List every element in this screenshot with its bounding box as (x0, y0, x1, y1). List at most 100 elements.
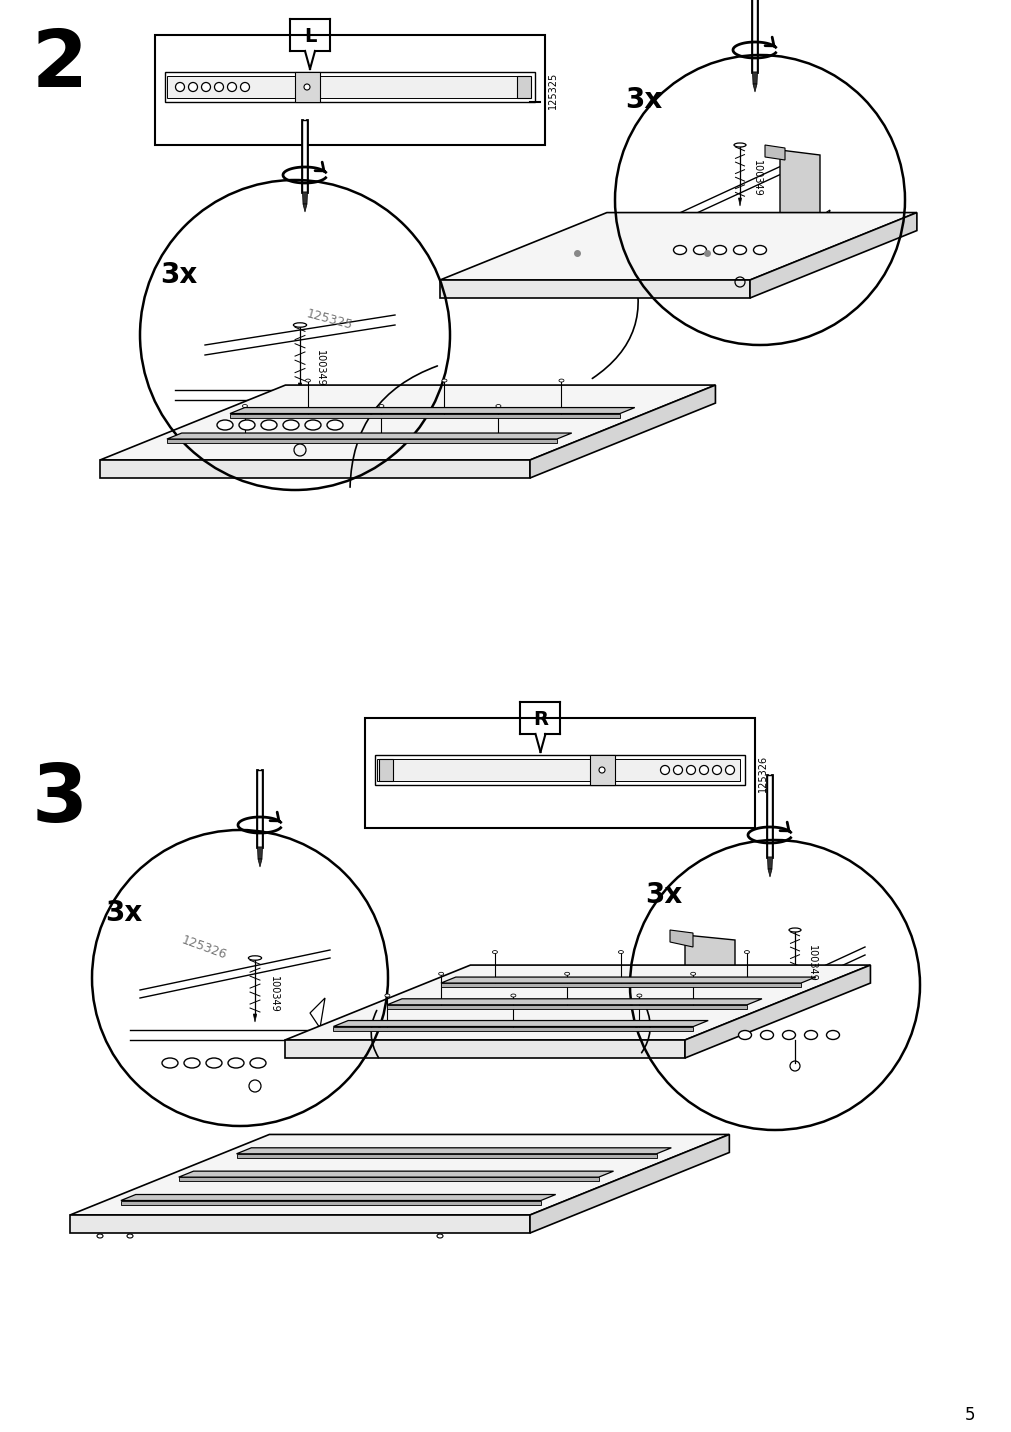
Polygon shape (253, 1014, 257, 1022)
Ellipse shape (248, 955, 261, 961)
Polygon shape (285, 1040, 684, 1058)
Polygon shape (237, 1148, 670, 1154)
Ellipse shape (713, 245, 726, 255)
Ellipse shape (305, 379, 310, 382)
Polygon shape (767, 869, 771, 876)
Polygon shape (179, 1177, 599, 1181)
Ellipse shape (303, 84, 309, 90)
Polygon shape (333, 1027, 693, 1031)
Ellipse shape (759, 1031, 772, 1040)
Polygon shape (298, 382, 301, 391)
Text: 125326: 125326 (180, 934, 228, 962)
Ellipse shape (378, 404, 383, 408)
Text: 3x: 3x (625, 86, 661, 115)
Polygon shape (589, 755, 615, 785)
Ellipse shape (283, 420, 298, 430)
Polygon shape (179, 1171, 613, 1177)
Polygon shape (779, 150, 819, 221)
Polygon shape (684, 935, 734, 1005)
Polygon shape (377, 759, 739, 780)
Ellipse shape (438, 972, 443, 975)
Ellipse shape (693, 245, 706, 255)
Ellipse shape (738, 1031, 751, 1040)
Ellipse shape (241, 83, 250, 92)
Text: 125326: 125326 (757, 755, 767, 792)
Text: R: R (533, 709, 548, 729)
Polygon shape (70, 1134, 729, 1214)
Ellipse shape (437, 1234, 443, 1239)
Text: 100349: 100349 (314, 349, 325, 387)
Polygon shape (766, 856, 771, 869)
Polygon shape (257, 770, 262, 846)
Polygon shape (379, 759, 392, 780)
Polygon shape (257, 846, 262, 859)
Ellipse shape (558, 379, 563, 382)
Ellipse shape (243, 404, 247, 408)
Ellipse shape (564, 972, 569, 975)
Ellipse shape (293, 322, 306, 326)
Ellipse shape (327, 420, 343, 430)
Polygon shape (229, 408, 634, 414)
Polygon shape (684, 965, 869, 1058)
Ellipse shape (97, 1234, 103, 1239)
Text: 3x: 3x (160, 261, 197, 289)
Ellipse shape (804, 1031, 817, 1040)
Polygon shape (814, 211, 829, 235)
Ellipse shape (826, 1031, 839, 1040)
Polygon shape (517, 76, 531, 97)
Polygon shape (752, 0, 757, 72)
Polygon shape (333, 1021, 708, 1027)
Polygon shape (440, 281, 749, 298)
Polygon shape (229, 414, 620, 418)
Ellipse shape (227, 1058, 244, 1068)
Ellipse shape (384, 994, 389, 997)
Ellipse shape (206, 1058, 221, 1068)
Ellipse shape (304, 420, 320, 430)
Polygon shape (738, 198, 741, 206)
Polygon shape (669, 929, 693, 947)
Text: 5: 5 (963, 1406, 975, 1423)
Polygon shape (387, 998, 761, 1005)
Polygon shape (441, 977, 815, 982)
Polygon shape (387, 1005, 746, 1008)
Ellipse shape (753, 245, 765, 255)
Ellipse shape (442, 379, 447, 382)
Polygon shape (155, 34, 545, 145)
Ellipse shape (782, 1031, 795, 1040)
Polygon shape (530, 1134, 729, 1233)
Polygon shape (165, 72, 535, 102)
Polygon shape (365, 717, 754, 828)
Ellipse shape (685, 766, 695, 775)
Ellipse shape (495, 404, 500, 408)
Polygon shape (167, 432, 571, 440)
Text: 3: 3 (32, 760, 88, 839)
Ellipse shape (673, 245, 685, 255)
Ellipse shape (214, 83, 223, 92)
Polygon shape (167, 440, 556, 442)
Ellipse shape (725, 766, 734, 775)
Polygon shape (285, 965, 869, 1040)
Text: 3x: 3x (644, 881, 681, 909)
Polygon shape (752, 72, 757, 84)
Polygon shape (167, 76, 530, 97)
Ellipse shape (126, 1234, 132, 1239)
Ellipse shape (660, 766, 669, 775)
Ellipse shape (511, 994, 516, 997)
Polygon shape (120, 1200, 540, 1204)
Polygon shape (302, 192, 307, 203)
Polygon shape (70, 1214, 530, 1233)
Polygon shape (375, 755, 744, 785)
Polygon shape (120, 1194, 555, 1200)
Polygon shape (441, 982, 800, 987)
Text: 100349: 100349 (269, 977, 279, 1012)
Text: 100349: 100349 (806, 945, 816, 982)
Text: 3x: 3x (105, 899, 143, 927)
Ellipse shape (261, 420, 277, 430)
Polygon shape (440, 212, 916, 281)
Text: 125325: 125325 (304, 308, 354, 332)
Ellipse shape (673, 766, 681, 775)
Ellipse shape (227, 83, 237, 92)
Ellipse shape (250, 1058, 266, 1068)
Polygon shape (302, 120, 307, 192)
Polygon shape (766, 775, 771, 856)
